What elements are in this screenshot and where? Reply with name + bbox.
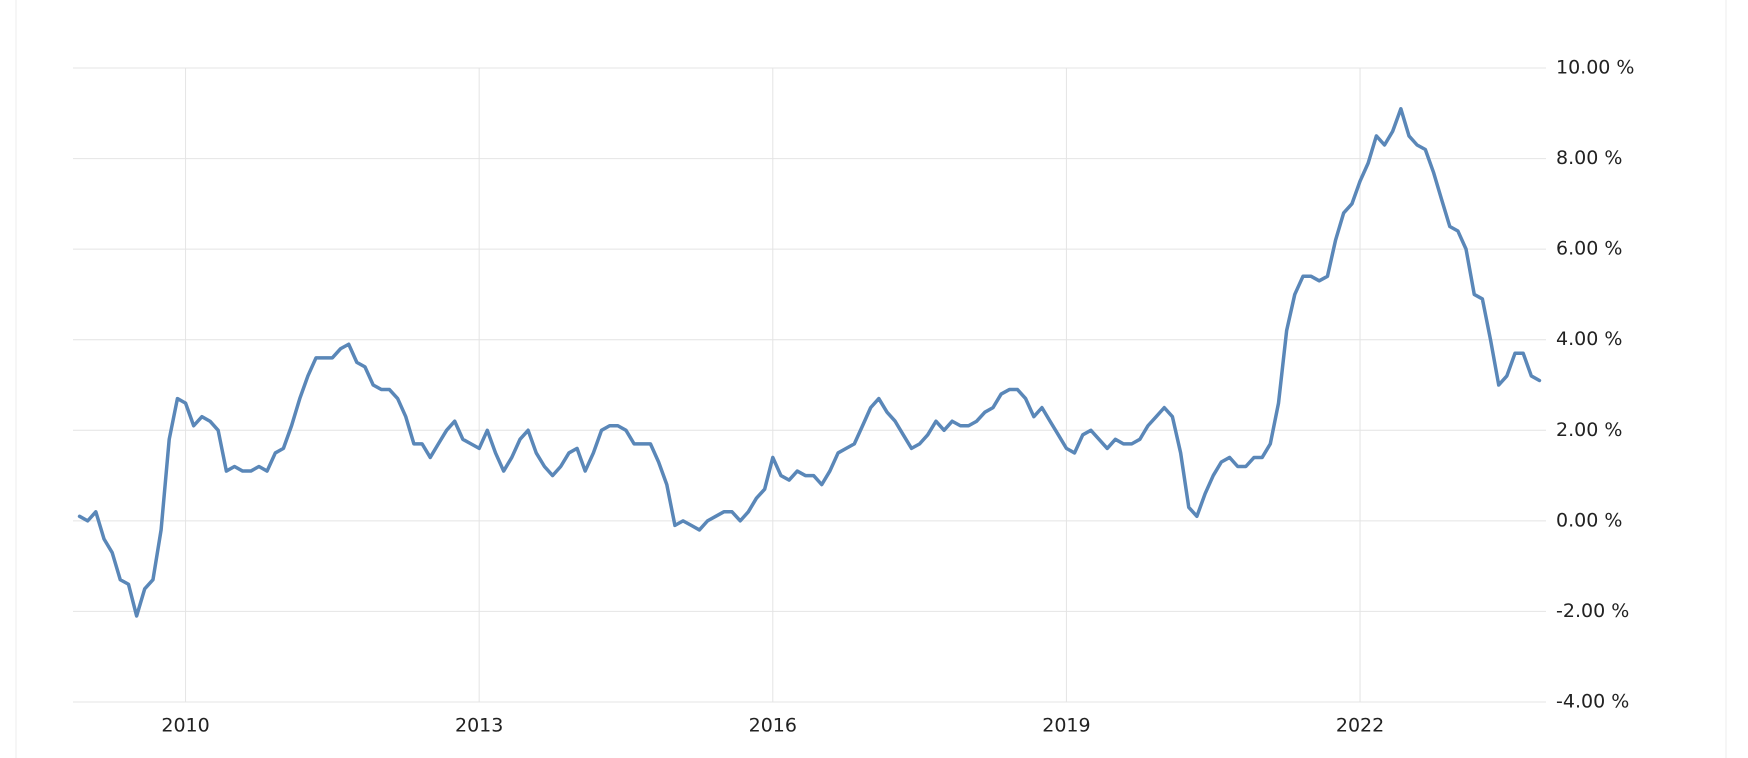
x-tick-label: 2010 — [161, 715, 209, 737]
y-tick-label: 6.00 % — [1556, 238, 1622, 260]
x-tick-label: 2022 — [1336, 715, 1384, 737]
y-tick-label: 4.00 % — [1556, 328, 1622, 350]
line-series — [77, 107, 1542, 618]
x-tick-label: 2013 — [455, 715, 503, 737]
y-tick-label: 2.00 % — [1556, 419, 1622, 441]
x-tick-label: 2016 — [749, 715, 797, 737]
y-tick-label: -2.00 % — [1556, 600, 1629, 622]
x-tick-label: 2019 — [1042, 715, 1090, 737]
y-tick-label: 10.00 % — [1556, 57, 1635, 79]
y-tick-label: 0.00 % — [1556, 509, 1622, 531]
y-tick-label: -4.00 % — [1556, 691, 1629, 713]
y-tick-label: 8.00 % — [1556, 147, 1622, 169]
